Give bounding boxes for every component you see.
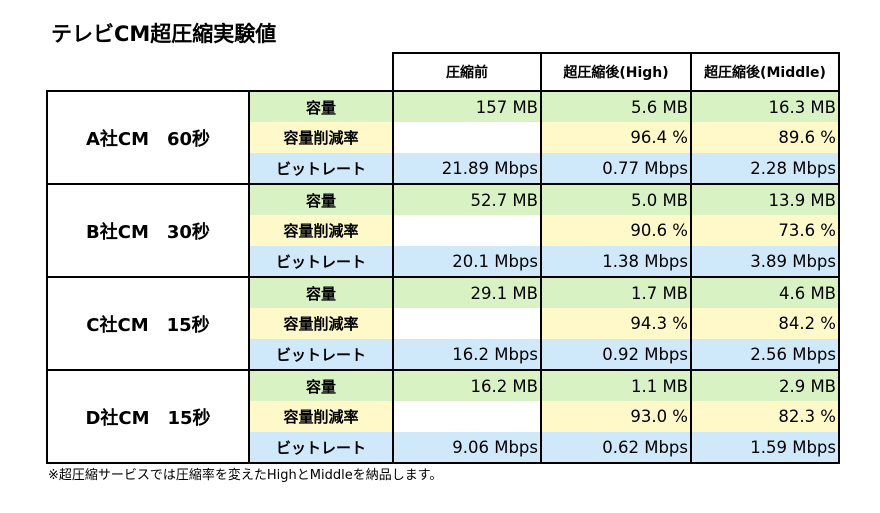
company-label: D社CM 15秒 xyxy=(46,369,250,464)
table-row: 容量削減率 93.0 % 82.3 % xyxy=(47,401,840,432)
value-size-middle: 2.9 MB xyxy=(690,369,840,401)
value-reduction-middle: 89.6 % xyxy=(690,122,840,153)
value-bitrate-middle: 3.89 Mbps xyxy=(690,246,840,278)
value-bitrate-before: 16.2 Mbps xyxy=(392,339,541,371)
footnote: ※超圧縮サービスでは圧縮率を変えたHighとMiddleを納品します。 xyxy=(48,468,443,483)
value-size-middle: 16.3 MB xyxy=(690,90,840,122)
company-label: A社CM 60秒 xyxy=(46,90,250,185)
value-size-before: 157 MB xyxy=(392,90,541,122)
metric-label-reduction: 容量削減率 xyxy=(248,215,393,246)
value-reduction-high: 90.6 % xyxy=(540,215,691,246)
value-bitrate-before: 9.06 Mbps xyxy=(392,432,541,464)
value-size-high: 5.6 MB xyxy=(540,90,691,122)
table-row: ビットレート 9.06 Mbps 0.62 Mbps 1.59 Mbps xyxy=(47,432,840,464)
value-reduction-middle: 82.3 % xyxy=(690,401,840,432)
metric-label-bitrate: ビットレート xyxy=(248,153,393,185)
value-bitrate-middle: 2.28 Mbps xyxy=(690,153,840,185)
company-label: C社CM 15秒 xyxy=(46,276,250,371)
header-middle: 超圧縮後(Middle) xyxy=(690,52,840,92)
table-row: A社CM 60秒 容量 157 MB 5.6 MB 16.3 MB xyxy=(46,90,840,185)
metric-label-reduction: 容量削減率 xyxy=(248,122,393,153)
table-row: D社CM 15秒 容量 16.2 MB 1.1 MB 2.9 MB xyxy=(46,369,840,464)
table-row: C社CM 15秒 容量 29.1 MB 1.7 MB 4.6 MB xyxy=(46,276,840,371)
value-size-high: 1.1 MB xyxy=(540,369,691,401)
value-reduction-high: 93.0 % xyxy=(540,401,691,432)
value-bitrate-before: 20.1 Mbps xyxy=(392,246,541,278)
metric-label-reduction: 容量削減率 xyxy=(248,401,393,432)
metric-label-size: 容量 xyxy=(248,90,393,122)
table-row: ビットレート 16.2 Mbps 0.92 Mbps 2.56 Mbps xyxy=(47,339,840,371)
metric-label-bitrate: ビットレート xyxy=(248,246,393,278)
value-reduction-before xyxy=(392,401,541,432)
header-blank xyxy=(47,53,249,91)
value-bitrate-middle: 2.56 Mbps xyxy=(690,339,840,371)
header-before: 圧縮前 xyxy=(392,52,542,92)
table-row: ビットレート 21.89 Mbps 0.77 Mbps 2.28 Mbps xyxy=(47,153,840,185)
value-bitrate-before: 21.89 Mbps xyxy=(392,153,541,185)
value-size-high: 5.0 MB xyxy=(540,183,691,215)
metric-label-reduction: 容量削減率 xyxy=(248,308,393,339)
metric-label-size: 容量 xyxy=(248,276,393,308)
header-row: 圧縮前 超圧縮後(High) 超圧縮後(Middle) xyxy=(47,52,840,92)
table-row: 容量削減率 96.4 % 89.6 % xyxy=(47,122,840,153)
table-row: 容量削減率 94.3 % 84.2 % xyxy=(47,308,840,339)
table-row: B社CM 30秒 容量 52.7 MB 5.0 MB 13.9 MB xyxy=(46,183,840,278)
value-size-before: 16.2 MB xyxy=(392,369,541,401)
value-bitrate-high: 0.62 Mbps xyxy=(540,432,691,464)
page-title: テレビCM超圧縮実験値 xyxy=(51,22,277,46)
value-size-middle: 4.6 MB xyxy=(690,276,840,308)
metric-label-size: 容量 xyxy=(248,183,393,215)
header-blank xyxy=(249,53,393,91)
value-size-before: 52.7 MB xyxy=(392,183,541,215)
value-bitrate-middle: 1.59 Mbps xyxy=(690,432,840,464)
value-size-middle: 13.9 MB xyxy=(690,183,840,215)
value-bitrate-high: 1.38 Mbps xyxy=(540,246,691,278)
value-reduction-before xyxy=(392,215,541,246)
value-size-high: 1.7 MB xyxy=(540,276,691,308)
header-high: 超圧縮後(High) xyxy=(540,52,692,92)
value-bitrate-high: 0.92 Mbps xyxy=(540,339,691,371)
value-size-before: 29.1 MB xyxy=(392,276,541,308)
value-reduction-middle: 73.6 % xyxy=(690,215,840,246)
value-reduction-before xyxy=(392,308,541,339)
results-table: 圧縮前 超圧縮後(High) 超圧縮後(Middle) A社CM 60秒 容量 15… xyxy=(46,52,840,464)
metric-label-bitrate: ビットレート xyxy=(248,432,393,464)
company-label: B社CM 30秒 xyxy=(46,183,250,278)
value-reduction-middle: 84.2 % xyxy=(690,308,840,339)
value-reduction-high: 94.3 % xyxy=(540,308,691,339)
value-reduction-before xyxy=(392,122,541,153)
value-bitrate-high: 0.77 Mbps xyxy=(540,153,691,185)
table-row: ビットレート 20.1 Mbps 1.38 Mbps 3.89 Mbps xyxy=(47,246,840,278)
metric-label-size: 容量 xyxy=(248,369,393,401)
value-reduction-high: 96.4 % xyxy=(540,122,691,153)
metric-label-bitrate: ビットレート xyxy=(248,339,393,371)
table-row: 容量削減率 90.6 % 73.6 % xyxy=(47,215,840,246)
